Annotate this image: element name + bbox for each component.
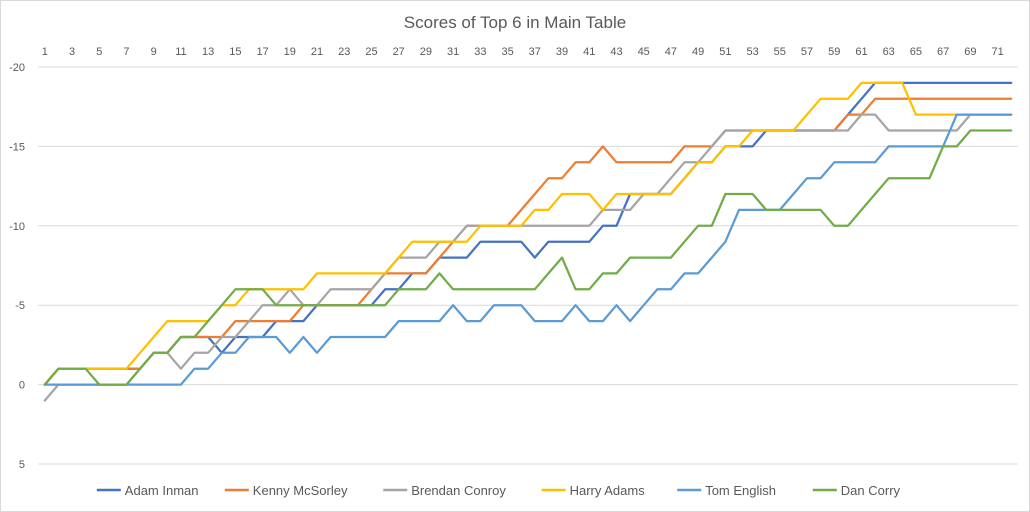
chart-title: Scores of Top 6 in Main Table <box>404 13 626 32</box>
x-tick-label: 43 <box>610 46 622 58</box>
x-tick-label: 5 <box>96 46 102 58</box>
x-tick-label: 53 <box>746 46 758 58</box>
y-tick-labels: 5 0 -5 -10 -15 -20 <box>9 62 25 471</box>
x-tick-label: 61 <box>855 46 867 58</box>
x-tick-label: 39 <box>556 46 568 58</box>
x-tick-label: 59 <box>828 46 840 58</box>
x-tick-label: 23 <box>338 46 350 58</box>
x-tick-label: 51 <box>719 46 731 58</box>
x-tick-label: 47 <box>665 46 677 58</box>
legend-label: Harry Adams <box>570 483 646 498</box>
x-tick-label: 9 <box>151 46 157 58</box>
x-tick-label: 13 <box>202 46 214 58</box>
x-tick-label: 19 <box>284 46 296 58</box>
x-tick-label: 37 <box>529 46 541 58</box>
y-tick-label: -20 <box>9 62 25 74</box>
x-tick-label: 71 <box>991 46 1003 58</box>
x-tick-label: 3 <box>69 46 75 58</box>
x-tick-label: 17 <box>256 46 268 58</box>
x-tick-label: 35 <box>501 46 513 58</box>
legend-label: Brendan Conroy <box>411 483 506 498</box>
x-tick-label: 41 <box>583 46 595 58</box>
x-tick-label: 55 <box>774 46 786 58</box>
series-lines <box>43 81 1013 402</box>
x-tick-label: 45 <box>638 46 650 58</box>
x-tick-labels: 1 3 5 7 9 11 13 15 17 19 21 23 25 27 29 31 33 35 37 39 41 43 4… <box>42 46 1004 58</box>
x-tick-label: 31 <box>447 46 459 58</box>
x-tick-label: 63 <box>883 46 895 58</box>
x-tick-label: 67 <box>937 46 949 58</box>
legend: Adam Inman Kenny McSorley Brendan Conroy Ha… <box>96 483 901 498</box>
y-tick-label: 5 <box>19 459 25 471</box>
series-line-harry-adams <box>43 81 1013 386</box>
gridlines <box>38 66 1018 465</box>
x-tick-label: 25 <box>365 46 377 58</box>
x-tick-label: 7 <box>123 46 129 58</box>
legend-label: Dan Corry <box>841 483 901 498</box>
x-tick-label: 69 <box>964 46 976 58</box>
series-line-tom-english <box>43 113 1013 386</box>
legend-label: Adam Inman <box>125 483 199 498</box>
x-tick-label: 57 <box>801 46 813 58</box>
series-line-kenny-mcsorley <box>43 97 1013 386</box>
x-tick-label: 1 <box>42 46 48 58</box>
x-tick-label: 27 <box>393 46 405 58</box>
x-tick-label: 33 <box>474 46 486 58</box>
series-line-adam-inman <box>43 81 1013 386</box>
series-line-brendan-conroy <box>43 113 1013 402</box>
x-tick-label: 65 <box>910 46 922 58</box>
legend-label: Tom English <box>705 483 776 498</box>
legend-label: Kenny McSorley <box>253 483 348 498</box>
y-tick-label: 0 <box>19 380 25 392</box>
x-tick-label: 11 <box>175 46 186 58</box>
y-tick-label: -10 <box>9 221 25 233</box>
x-tick-label: 15 <box>229 46 241 58</box>
y-tick-label: -15 <box>9 141 25 153</box>
x-tick-label: 49 <box>692 46 704 58</box>
series-line-dan-corry <box>43 129 1013 386</box>
y-tick-label: -5 <box>15 300 25 312</box>
x-tick-label: 21 <box>311 46 323 58</box>
x-tick-label: 29 <box>420 46 432 58</box>
